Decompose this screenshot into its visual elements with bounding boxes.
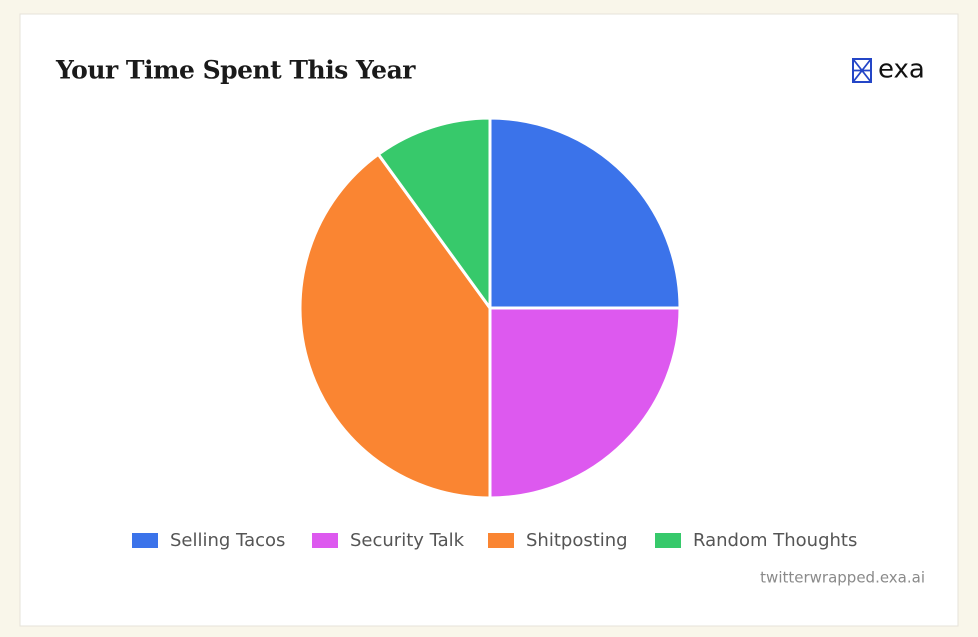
legend-label: Random Thoughts [693, 530, 857, 551]
logo-icon-lines [852, 58, 872, 83]
pie-slice [488, 116, 682, 310]
pie-slice [298, 152, 492, 500]
legend-label: Shitposting [526, 530, 628, 551]
pie-slice [488, 306, 682, 500]
legend-swatch [488, 533, 514, 548]
legend-label: Security Talk [350, 530, 465, 551]
footer-url: twitterwrapped.exa.ai [760, 569, 925, 587]
chart-title: Your Time Spent This Year [55, 56, 416, 85]
legend-swatch [132, 533, 158, 548]
pie-slice [376, 116, 492, 313]
brand-name: exa [878, 55, 925, 85]
legend-swatch [312, 533, 338, 548]
brand-logo: exa [852, 55, 925, 85]
legend-label: Selling Tacos [170, 530, 285, 551]
legend-swatch [655, 533, 681, 548]
